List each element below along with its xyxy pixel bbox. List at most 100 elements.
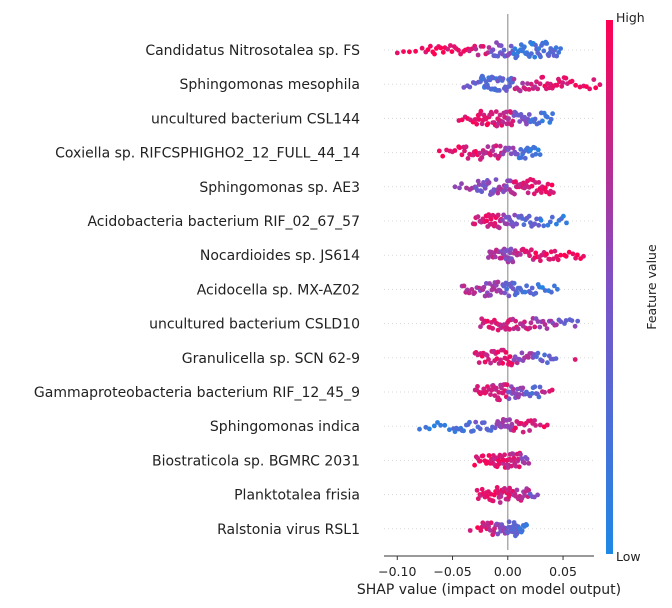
shap-point	[587, 86, 592, 92]
shap-point	[471, 428, 476, 434]
shap-point	[504, 183, 509, 189]
shap-point	[533, 290, 539, 296]
shap-point	[548, 249, 554, 255]
shap-point	[479, 121, 485, 127]
shap-point	[475, 214, 481, 220]
feature-label: Sphingomonas indica	[210, 419, 360, 435]
shap-point	[545, 181, 551, 187]
shap-point	[533, 42, 538, 48]
shap-point	[539, 358, 545, 364]
shap-point	[486, 180, 492, 185]
shap-point	[559, 83, 565, 89]
shap-point	[510, 259, 516, 265]
shap-point	[496, 88, 502, 93]
shap-point	[459, 181, 464, 187]
shap-point	[485, 144, 491, 150]
shap-point	[536, 46, 542, 52]
shap-point	[541, 223, 547, 229]
shap-point	[522, 460, 527, 466]
shap-point	[526, 213, 532, 219]
shap-point	[535, 319, 541, 324]
shap-point	[463, 144, 469, 150]
shap-point	[545, 360, 550, 366]
shap-point	[427, 426, 432, 432]
shap-point	[549, 214, 555, 220]
shap-point	[533, 423, 538, 428]
shap-point	[440, 49, 446, 55]
shap-point	[494, 385, 499, 391]
shap-point	[504, 382, 510, 388]
shap-point	[493, 143, 499, 149]
shap-point	[498, 290, 504, 295]
colorbar-gradient	[606, 20, 613, 554]
shap-point	[540, 74, 546, 80]
shap-point	[529, 285, 535, 291]
shap-point	[498, 494, 504, 499]
shap-point	[549, 387, 555, 393]
shap-point	[478, 108, 484, 114]
shap-point	[452, 184, 458, 190]
shap-point	[527, 253, 532, 259]
shap-point	[532, 221, 538, 227]
shap-point	[506, 396, 512, 402]
shap-point	[497, 143, 503, 149]
shap-point	[538, 217, 544, 223]
shap-point	[526, 487, 532, 493]
shap-point	[495, 279, 501, 285]
shap-point	[533, 250, 539, 256]
shap-point	[432, 51, 437, 57]
shap-point	[484, 353, 490, 358]
shap-point	[514, 487, 520, 493]
shap-point	[540, 118, 545, 124]
shap-point	[542, 352, 547, 358]
shap-point	[509, 463, 514, 469]
shap-point	[476, 360, 482, 365]
shap-point	[435, 420, 440, 425]
shap-point	[500, 217, 505, 223]
shap-point	[501, 47, 507, 53]
shap-point	[417, 426, 422, 432]
shap-point	[479, 155, 485, 160]
shap-point	[544, 251, 549, 257]
feature-label: uncultured bacterium CSL144	[151, 111, 360, 127]
shap-point	[536, 180, 542, 185]
shap-point	[492, 152, 498, 158]
shap-point	[490, 326, 496, 331]
shap-point	[499, 255, 505, 261]
shap-point	[476, 182, 482, 188]
shap-point	[477, 458, 483, 464]
shap-point	[486, 45, 492, 50]
shap-point	[522, 319, 527, 325]
shap-point	[507, 417, 512, 423]
shap-point	[563, 318, 569, 323]
shap-point	[573, 82, 578, 88]
shap-point	[498, 43, 504, 49]
shap-point	[474, 487, 480, 493]
shap-point	[438, 422, 443, 428]
shap-point	[547, 219, 553, 225]
shap-point	[506, 116, 511, 121]
shap-point	[534, 216, 539, 222]
shap-point	[504, 286, 510, 292]
shap-point	[577, 84, 583, 90]
shap-point	[570, 251, 576, 257]
shap-point	[512, 191, 517, 197]
shap-point	[508, 110, 514, 115]
shap-point	[558, 252, 563, 258]
shap-point	[526, 87, 532, 92]
feature-label: Acidobacteria bacterium RIF_02_67_57	[87, 214, 360, 230]
shap-point	[423, 424, 429, 430]
shap-point	[566, 249, 572, 255]
x-axis: −0.10 −0.05 0.00 0.05	[378, 555, 594, 579]
shap-point	[425, 47, 431, 53]
shap-point	[496, 390, 502, 395]
x-tick-label: 0.05	[549, 564, 577, 579]
shap-point	[479, 486, 485, 492]
feature-label: Candidatus Nitrosotalea sp. FS	[145, 43, 360, 59]
shap-point	[503, 109, 509, 115]
shap-point	[452, 148, 458, 153]
shap-point	[494, 356, 500, 362]
feature-label: Gammaproteobacteria bacterium RIF_12_45_…	[34, 385, 360, 401]
shap-point	[461, 283, 467, 289]
shap-point	[513, 425, 518, 431]
